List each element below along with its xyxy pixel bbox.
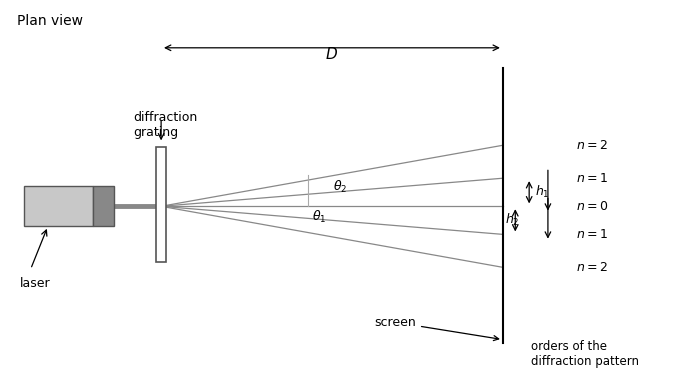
- Text: $n = 2$: $n = 2$: [575, 261, 608, 274]
- Text: $D$: $D$: [326, 46, 339, 62]
- Text: screen: screen: [374, 316, 498, 340]
- Text: $h_1$: $h_1$: [535, 184, 550, 200]
- Text: diffraction
grating: diffraction grating: [133, 111, 197, 139]
- Text: Plan view: Plan view: [17, 13, 83, 28]
- Text: $n = 0$: $n = 0$: [575, 200, 608, 213]
- Text: $\theta_1$: $\theta_1$: [312, 209, 326, 225]
- Text: $h_2$: $h_2$: [505, 212, 519, 228]
- Text: $\theta_2$: $\theta_2$: [332, 178, 347, 195]
- Text: $n = 1$: $n = 1$: [575, 228, 608, 241]
- Text: $n = 2$: $n = 2$: [575, 139, 608, 152]
- Text: laser: laser: [20, 276, 51, 290]
- Text: orders of the
diffraction pattern: orders of the diffraction pattern: [531, 340, 638, 368]
- Bar: [24, 186, 93, 226]
- Bar: [93, 186, 114, 226]
- Text: $n = 1$: $n = 1$: [575, 172, 608, 185]
- Bar: [156, 147, 167, 262]
